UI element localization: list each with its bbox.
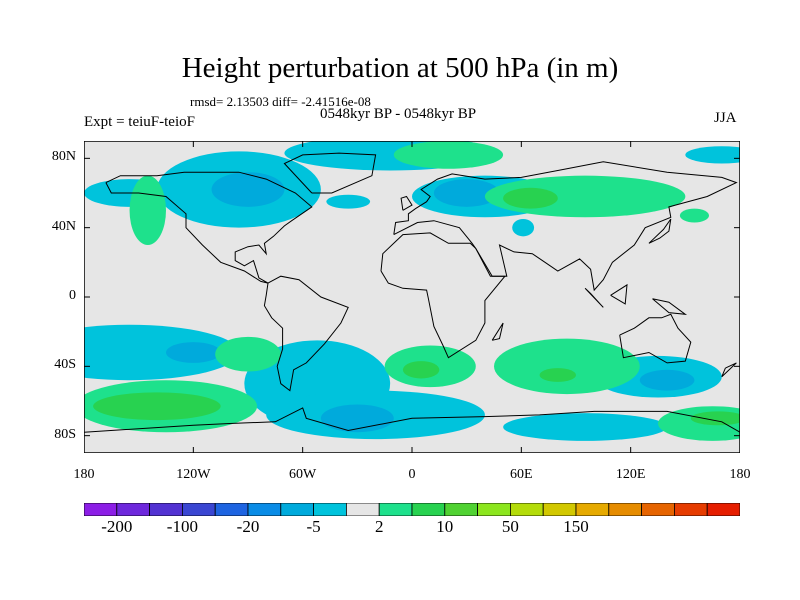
field-region [539,368,576,382]
colorbar-box [509,503,544,516]
field-region [402,361,440,379]
colorbar-label: 10 [436,517,454,536]
season-label: JJA [714,110,737,126]
chart-title: Height perturbation at 500 hPa (in m) [181,52,619,84]
field-region [215,336,281,372]
experiment-label: Expt = teiuF-teioF [84,114,195,130]
coastline [584,287,604,308]
colorbar-box [674,503,708,516]
stats-text: rmsd= 2.13503 diff= -2.41516e-08 [190,94,371,109]
x-tick-label: 180 [73,467,95,482]
x-tick-label: 60E [510,467,533,482]
colorbar-label: 50 [501,517,519,536]
colorbar-label: -200 [101,517,133,536]
x-tick-label: 120W [176,467,211,482]
field-region [320,404,394,433]
field-region [679,208,710,223]
colorbar-label: -100 [166,517,198,536]
coastline [105,171,313,284]
coastline [283,152,377,194]
coastline [721,362,737,378]
x-tick-label: 0 [408,467,416,482]
coastline [610,283,628,305]
colorbar-box [149,503,183,516]
coastline [263,275,349,392]
colorbar-box [182,503,216,516]
field-region [690,411,740,426]
field-region [326,194,371,209]
x-tick-label: 60W [289,467,317,482]
field-region [494,338,640,395]
tick-marks [84,141,740,453]
y-tick-label: 0 [69,288,76,303]
field-region [166,342,221,363]
field-region [211,172,285,207]
field-region [93,392,221,421]
field-region [503,413,668,441]
y-tick-label: 80S [54,426,76,442]
field-region [685,146,740,164]
colorbar-box [411,503,446,516]
colorbar-box [542,503,577,516]
field-region [433,179,500,207]
colorbar-box [116,503,150,516]
coastline [400,195,413,211]
coastline [84,407,740,433]
coastline [619,313,692,364]
map-plot [84,141,740,453]
colorbar-box [280,503,315,516]
colorbar-box [247,503,282,516]
colorbar-label: 2 [374,517,384,536]
y-tick-label: 80N [51,149,76,165]
colorbar-box [313,503,347,516]
colorbar-box [575,503,610,516]
field-region [512,219,535,237]
colorbar-box [641,503,675,516]
colorbar [84,503,740,516]
field-region [393,141,504,169]
colorbar-box [214,503,249,516]
coastline [648,218,672,244]
colorbar-label: -5 [306,517,321,536]
y-tick-label: 40S [54,357,76,373]
period-label: 0548kyr BP - 0548kyr BP [320,106,477,122]
coastline [380,232,506,359]
colorbar-label: 150 [563,517,589,536]
colorbar-box [608,503,642,516]
colorbar-box [378,503,413,516]
field-region [84,324,239,381]
field-region [503,187,558,209]
y-tick-label: 40N [51,218,76,234]
x-tick-label: 120E [615,467,646,482]
perturbation-field [84,141,740,441]
colorbar-box [444,503,478,516]
x-tick-label: 180 [729,467,751,482]
colorbar-box [477,503,511,516]
coastline [491,322,504,341]
colorbar-box [84,503,118,516]
coastline [652,298,688,315]
coastlines [84,152,740,433]
field-region [129,175,166,245]
colorbar-box [345,503,380,516]
colorbar-label: -20 [236,517,260,536]
colorbar-box [706,503,740,516]
field-region [639,369,695,391]
